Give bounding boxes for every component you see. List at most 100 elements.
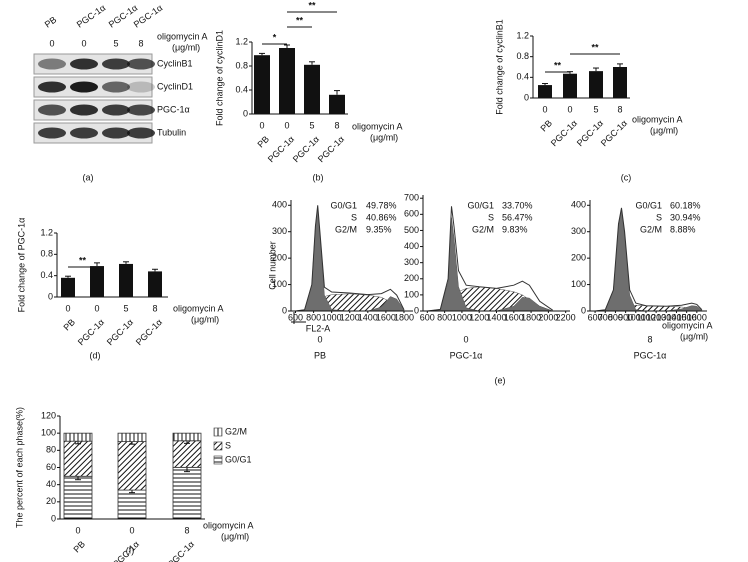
histogram-line	[595, 207, 703, 312]
x-tick-label: 600	[420, 312, 435, 322]
y-tick-label: 1.2	[516, 30, 529, 40]
bar	[538, 85, 552, 98]
group-label: PGC-1α	[266, 134, 296, 164]
legend-swatch	[213, 427, 223, 437]
group-label: PB	[62, 317, 78, 333]
bar	[589, 71, 603, 98]
group-label: PGC-1α	[291, 134, 321, 164]
stacked-segment	[63, 432, 93, 442]
lane-label: PGC-1α	[132, 3, 165, 30]
group-label: PGC-1α	[105, 317, 135, 347]
y-tick-label: 100	[404, 289, 419, 299]
band	[102, 58, 130, 70]
sig-label: **	[591, 42, 599, 52]
x-tick-label: 1300	[656, 312, 676, 322]
phase-name: G0/G1	[467, 200, 494, 210]
x-tick-label: 800	[608, 312, 623, 322]
dose-label: 0	[317, 334, 322, 344]
sig-label: **	[296, 15, 304, 25]
dose-label: 0	[81, 38, 86, 48]
y-tick-label: 0.8	[40, 249, 53, 259]
y-tick-label: 0	[581, 305, 586, 315]
y-tick-label: 0.4	[516, 72, 529, 82]
x-axis-label: FL2-A	[306, 323, 331, 333]
band	[38, 81, 66, 93]
band-label: PGC-1α	[157, 104, 190, 114]
x-tick-label: 1200	[340, 312, 360, 322]
x-tick-label: 1100	[636, 312, 655, 322]
dose-title: oligomycin A	[632, 114, 683, 124]
y-tick-label: 0.4	[40, 270, 53, 280]
x-tick-label: 0	[65, 303, 70, 313]
band	[102, 127, 130, 139]
histogram-line	[295, 205, 405, 312]
group-label: PB	[539, 118, 555, 134]
phase-percent: 33.70%	[502, 200, 533, 210]
y-tick-label: 0	[51, 513, 56, 523]
phase-percent: 8.88%	[670, 224, 696, 234]
stacked-segment	[117, 489, 147, 520]
y-tick-label: 0	[243, 108, 248, 118]
group-label: PGC-1α	[549, 118, 579, 148]
caption: (f)	[126, 545, 135, 555]
group-label: PB	[72, 539, 88, 555]
lane-label: PGC-1α	[75, 3, 108, 30]
y-tick-label: 400	[272, 200, 287, 210]
bar	[613, 67, 627, 98]
y-tick-label: 0	[414, 305, 419, 315]
legend-label: G2/M	[225, 426, 247, 436]
y-tick-label: 0.8	[235, 60, 248, 70]
x-tick-label: 8	[617, 104, 622, 114]
x-tick-label: 0	[129, 525, 134, 535]
bar	[329, 94, 345, 114]
x-tick-label: 5	[309, 120, 314, 130]
x-tick-label: 600	[588, 312, 603, 322]
phase-name: G0/G1	[635, 200, 662, 210]
bar	[254, 55, 270, 114]
x-tick-label: 600	[288, 312, 303, 322]
x-tick-label: 2000	[538, 312, 558, 322]
caption: (c)	[621, 172, 632, 182]
band	[70, 104, 98, 116]
y-tick-label: 500	[404, 225, 419, 235]
x-tick-label: 1600	[504, 312, 524, 322]
phase-name: G2/M	[640, 224, 662, 234]
phase-name: G2/M	[472, 224, 494, 234]
dose-title: oligomycin A	[203, 520, 254, 530]
band	[102, 104, 130, 116]
bar	[90, 266, 104, 297]
bar	[148, 271, 162, 297]
y-tick-label: 80	[46, 445, 56, 455]
x-tick-label: 1200	[646, 312, 666, 322]
x-tick-label: 0	[75, 525, 80, 535]
x-tick-label: 1800	[521, 312, 541, 322]
x-tick-label: 1400	[666, 312, 686, 322]
group-label: PGC-1α	[76, 317, 106, 347]
y-tick-label: 400	[404, 241, 419, 251]
histogram-line	[427, 206, 553, 312]
phase-name: S	[351, 212, 357, 222]
caption: (e)	[495, 375, 506, 385]
phase-percent: 56.47%	[502, 212, 533, 222]
phase-percent: 30.94%	[670, 212, 701, 222]
caption: (a)	[83, 172, 94, 182]
y-tick-label: 100	[571, 279, 586, 289]
x-tick-label: 1000	[626, 312, 646, 322]
group-label: PGC-1α	[316, 134, 346, 164]
band	[102, 81, 130, 93]
x-tick-label: 1600	[376, 312, 396, 322]
band-label: Tubulin	[157, 127, 186, 137]
phase-percent: 9.83%	[502, 224, 528, 234]
bar	[61, 277, 75, 297]
y-tick-label: 100	[272, 279, 287, 289]
x-tick-label: 700	[598, 312, 613, 322]
band	[127, 127, 155, 139]
y-tick-label: 0	[48, 291, 53, 301]
bar	[119, 263, 133, 297]
dose-unit: (μg/ml)	[191, 314, 219, 324]
band-label: CyclinB1	[157, 58, 193, 68]
group-label: PB	[256, 134, 272, 150]
